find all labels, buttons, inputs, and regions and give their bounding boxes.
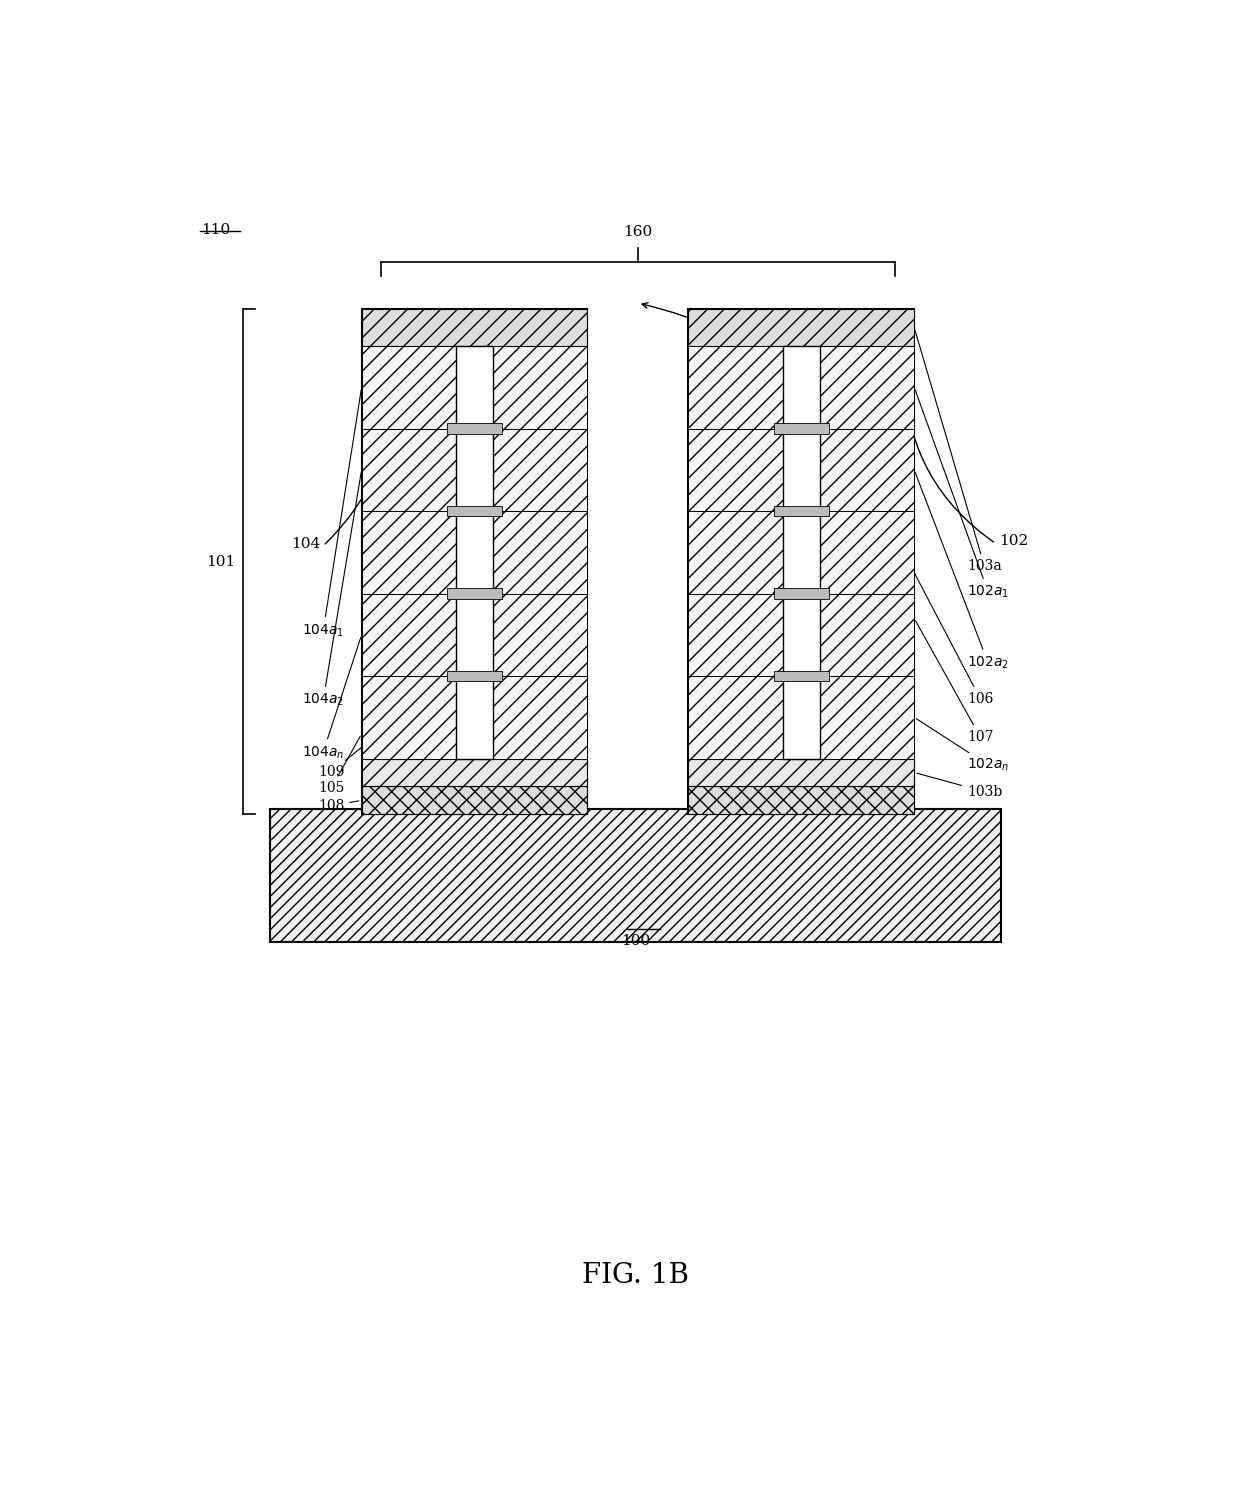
Bar: [362, 429, 588, 512]
Text: 105: 105: [317, 736, 361, 795]
Bar: [688, 346, 914, 429]
Text: 109: 109: [317, 694, 428, 779]
Bar: [774, 423, 828, 435]
Bar: [774, 670, 828, 682]
Bar: [688, 676, 914, 759]
Bar: [362, 593, 588, 676]
Bar: [362, 512, 588, 593]
Text: 170: 170: [804, 359, 833, 373]
Text: 100: 100: [621, 934, 650, 948]
Bar: [688, 786, 914, 815]
Text: FIG. 1B: FIG. 1B: [582, 1262, 689, 1289]
Bar: [456, 346, 492, 759]
Bar: [688, 309, 914, 815]
Text: 108: 108: [317, 798, 358, 813]
Bar: [448, 423, 502, 435]
Text: 101: 101: [207, 555, 236, 569]
Bar: [362, 309, 588, 815]
Text: 160: 160: [624, 225, 652, 238]
Bar: [362, 786, 588, 815]
Bar: [782, 346, 820, 759]
Bar: [688, 429, 914, 512]
Bar: [362, 346, 588, 429]
Text: 106: 106: [897, 539, 993, 706]
Text: 107: 107: [915, 620, 993, 744]
Text: $102a_1$: $102a_1$: [915, 389, 1009, 601]
Bar: [270, 809, 1001, 942]
Bar: [448, 670, 502, 682]
Bar: [774, 506, 828, 516]
Bar: [448, 506, 502, 516]
Text: $104a_1$: $104a_1$: [303, 389, 361, 638]
Text: 103a: 103a: [915, 330, 1002, 573]
Bar: [448, 589, 502, 599]
Text: $102a_n$: $102a_n$: [916, 718, 1009, 774]
Bar: [362, 309, 588, 346]
Text: 103b: 103b: [916, 773, 1002, 798]
Bar: [688, 759, 914, 786]
Bar: [774, 589, 828, 599]
Text: $104a_n$: $104a_n$: [301, 637, 361, 761]
Text: 102: 102: [998, 534, 1028, 548]
Bar: [688, 309, 914, 346]
Bar: [362, 676, 588, 759]
Text: $102a_2$: $102a_2$: [915, 472, 1009, 672]
Bar: [362, 759, 588, 786]
Text: 110: 110: [201, 223, 231, 237]
Text: 104: 104: [291, 537, 320, 551]
Bar: [688, 593, 914, 676]
Bar: [688, 512, 914, 593]
Text: $104a_2$: $104a_2$: [303, 472, 361, 708]
